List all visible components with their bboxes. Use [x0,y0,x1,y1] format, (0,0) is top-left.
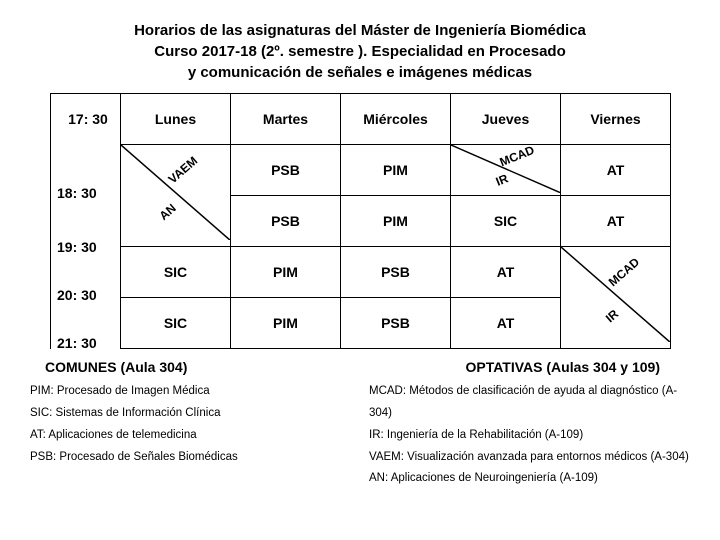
legend-item: IR: Ingeniería de la Rehabilitación (A-1… [369,425,690,447]
legend-item: AN: Aplicaciones de Neuroingeniería (A-1… [369,468,690,490]
cell: AT [451,298,561,349]
cell: AT [561,196,671,247]
legend-item: MCAD: Métodos de clasificación de ayuda … [369,381,690,425]
section-head-optativas: OPTATIVAS (Aulas 304 y 109) [465,359,660,375]
cell: PSB [341,247,451,298]
time-label: 19: 30 20: 30 21: 30 [51,247,121,349]
title-line: Curso 2017-18 (2º. semestre ). Especiali… [30,41,690,62]
diag-label-ir: IR [494,171,510,188]
legend-item: AT: Aplicaciones de telemedicina [30,425,351,447]
time-label: 18: 30 [51,145,121,247]
cell: PIM [341,145,451,196]
cell: PSB [231,145,341,196]
diagonal-line-icon [121,145,230,240]
cell: SIC [121,298,231,349]
title-line: Horarios de las asignaturas del Máster d… [30,20,690,41]
day-header: Miércoles [341,94,451,145]
diag-label-mcad: MCAD [498,143,537,169]
page-title: Horarios de las asignaturas del Máster d… [30,20,690,83]
time-label: 17: 30 [51,94,121,145]
cell: PSB [341,298,451,349]
cell: PSB [231,196,341,247]
cell: PIM [231,298,341,349]
diag-label-an: AN [157,201,179,223]
legend-left: PIM: Procesado de Imagen Médica SIC: Sis… [30,381,351,490]
day-header: Martes [231,94,341,145]
day-header: Jueves [451,94,561,145]
legend-item: PSB: Procesado de Señales Biomédicas [30,447,351,469]
cell: SIC [121,247,231,298]
day-header: Lunes [121,94,231,145]
cell: AT [561,145,671,196]
cell-jueves-split: MCAD IR [451,145,561,196]
diag-label-vaem: VAEM [166,154,201,187]
diag-label-ir: IR [603,307,621,325]
legend-item: VAEM: Visualización avanzada para entorn… [369,447,690,469]
cell-viernes-split: MCAD IR [561,247,671,349]
title-line: y comunicación de señales e imágenes méd… [30,62,690,83]
day-header: Viernes [561,94,671,145]
diag-label-mcad: MCAD [606,255,642,289]
legend-sections: COMUNES (Aula 304) OPTATIVAS (Aulas 304 … [30,359,690,490]
schedule-table-wrap: 17: 30 Lunes Martes Miércoles Jueves Vie… [50,93,670,349]
legend-item: SIC: Sistemas de Información Clínica [30,403,351,425]
cell-lunes-split: VAEM AN [121,145,231,247]
diagonal-line-icon [561,247,670,342]
cell: PIM [231,247,341,298]
legend-item: PIM: Procesado de Imagen Médica [30,381,351,403]
legend-right: MCAD: Métodos de clasificación de ayuda … [369,381,690,490]
cell: PIM [341,196,451,247]
cell: AT [451,247,561,298]
section-head-comunes: COMUNES (Aula 304) [45,359,187,375]
cell: SIC [451,196,561,247]
schedule-table: 17: 30 Lunes Martes Miércoles Jueves Vie… [50,93,671,349]
